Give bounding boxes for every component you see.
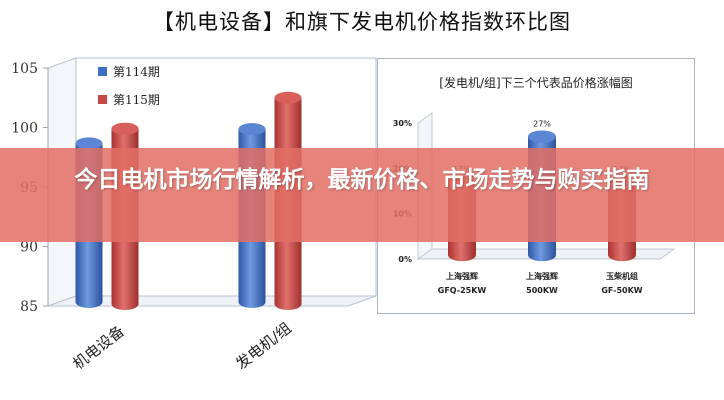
inset-chart-title: [发电机/组]下三个代表品价格涨幅图 xyxy=(439,76,633,90)
headline-banner xyxy=(0,148,724,242)
inset-value-label: 27% xyxy=(533,120,551,129)
bar-1-1-top xyxy=(274,91,302,104)
legend-swatch xyxy=(98,95,107,104)
inset-category-label: 上海强辉 xyxy=(526,271,558,281)
inset-subcategory-label: GF-50KW xyxy=(601,286,642,295)
x-category-label: 机电设备 xyxy=(69,322,127,373)
inset-category-label: 上海强辉 xyxy=(446,271,478,281)
inset-subcategory-label: GFQ-25KW xyxy=(438,286,487,295)
inset-category-label: 玉柴机组 xyxy=(606,271,638,281)
bar-0-0-top xyxy=(75,137,103,150)
headline-text: 今日电机市场行情解析，最新价格、市场走势与购买指南 xyxy=(74,167,650,193)
bar-0-1-top xyxy=(111,122,139,135)
x-category-label: 发电机/组 xyxy=(232,319,294,373)
inset-bar-1-top xyxy=(528,130,556,143)
y-tick-label: 105 xyxy=(11,61,38,77)
inset-y-tick-label: 0% xyxy=(398,255,412,264)
chart-title: 【机电设备】和旗下发电机价格指数环比图 xyxy=(153,10,571,34)
bar-1-0-top xyxy=(238,123,266,136)
inset-subcategory-label: 500KW xyxy=(526,286,558,295)
y-tick-label: 100 xyxy=(11,121,38,137)
legend-label: 第114期 xyxy=(113,65,160,79)
y-tick-label: 85 xyxy=(20,299,38,315)
inset-y-tick-label: 30% xyxy=(393,119,412,128)
legend-label: 第115期 xyxy=(113,93,160,107)
y-tick-label: 90 xyxy=(20,240,38,256)
legend-swatch xyxy=(98,67,107,76)
